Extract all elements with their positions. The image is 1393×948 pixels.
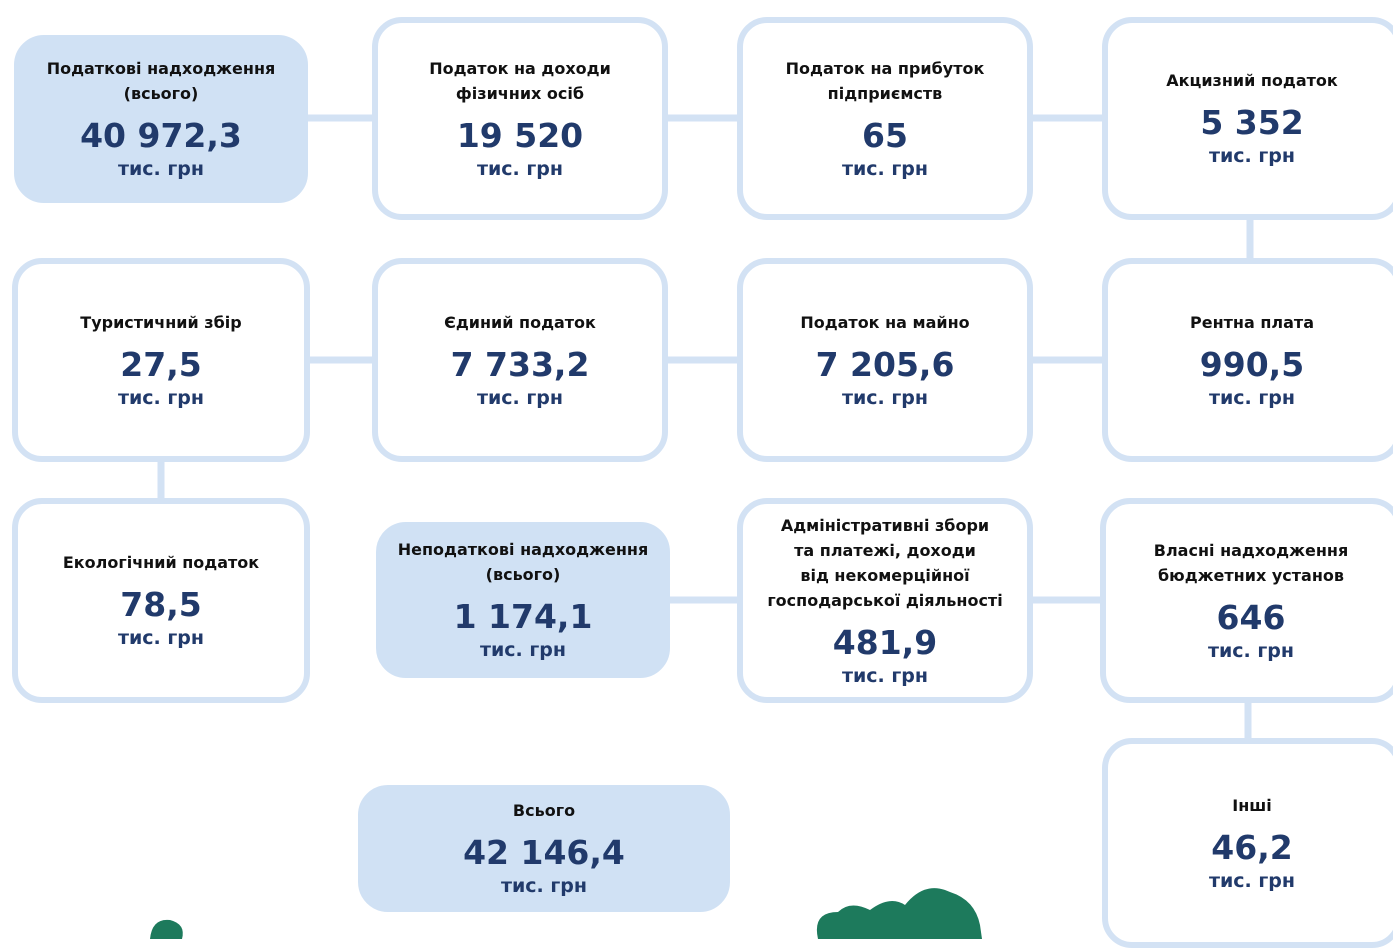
label-line: (всього): [47, 81, 276, 106]
label-line: Податок на майно: [800, 310, 969, 335]
card-unit: тис. грн: [842, 156, 928, 182]
label-line: Податкові надходження: [47, 56, 276, 81]
card-value: 7 733,2: [451, 345, 590, 385]
card-label: Рентна плата: [1190, 310, 1314, 335]
label-line: від некомерційної: [767, 563, 1002, 588]
card-value: 46,2: [1211, 828, 1292, 868]
card-label: Акцизний податок: [1166, 68, 1338, 93]
label-line: Адміністративні збори: [767, 513, 1002, 538]
card-unit: тис. грн: [1208, 638, 1294, 664]
card-unit: тис. грн: [118, 156, 204, 182]
card-unit: тис. грн: [477, 385, 563, 411]
card-unit: тис. грн: [118, 385, 204, 411]
card-value: 646: [1217, 598, 1286, 638]
card-label: Неподаткові надходження(всього): [398, 537, 648, 587]
card-unit: тис. грн: [842, 663, 928, 689]
card-unit: тис. грн: [477, 156, 563, 182]
card-value: 40 972,3: [80, 116, 242, 156]
label-line: підприємств: [786, 81, 985, 106]
card-value: 5 352: [1200, 103, 1303, 143]
label-line: Податок на доходи: [429, 56, 611, 81]
card-unit: тис. грн: [118, 625, 204, 651]
card-label: Туристичний збір: [80, 310, 241, 335]
label-line: Туристичний збір: [80, 310, 241, 335]
card-unit: тис. грн: [1209, 143, 1295, 169]
card-unit: тис. грн: [1209, 385, 1295, 411]
card-value: 78,5: [120, 585, 201, 625]
card-unit: тис. грн: [501, 873, 587, 899]
label-line: Рентна плата: [1190, 310, 1314, 335]
card-label: Інші: [1232, 793, 1271, 818]
label-line: Всього: [513, 798, 575, 823]
label-line: Неподаткові надходження: [398, 537, 648, 562]
card-unit: тис. грн: [842, 385, 928, 411]
card-value: 19 520: [457, 116, 583, 156]
label-line: Податок на прибуток: [786, 56, 985, 81]
label-line: Акцизний податок: [1166, 68, 1338, 93]
label-line: Власні надходження: [1154, 538, 1348, 563]
label-line: Інші: [1232, 793, 1271, 818]
card-label: Всього: [513, 798, 575, 823]
card-label: Податок на майно: [800, 310, 969, 335]
card-label: Податкові надходження(всього): [47, 56, 276, 106]
card-unit: тис. грн: [1209, 868, 1295, 894]
label-line: Єдиний податок: [444, 310, 596, 335]
label-line: Екологічний податок: [63, 550, 259, 575]
card-value: 7 205,6: [816, 345, 955, 385]
card-value: 1 174,1: [454, 597, 593, 637]
label-line: фізичних осіб: [429, 81, 611, 106]
card-label: Екологічний податок: [63, 550, 259, 575]
label-line: та платежі, доходи: [767, 538, 1002, 563]
page: Податкові надходження(всього)40 972,3тис…: [0, 0, 1393, 939]
card-unit: тис. грн: [480, 637, 566, 663]
label-line: господарської діяльності: [767, 588, 1002, 613]
card-value: 42 146,4: [463, 833, 625, 873]
card-value: 27,5: [120, 345, 201, 385]
card-value: 990,5: [1200, 345, 1304, 385]
card-value: 65: [862, 116, 908, 156]
card-label: Єдиний податок: [444, 310, 596, 335]
label-line: бюджетних установ: [1154, 563, 1348, 588]
label-line: (всього): [398, 562, 648, 587]
card-value: 481,9: [833, 623, 937, 663]
